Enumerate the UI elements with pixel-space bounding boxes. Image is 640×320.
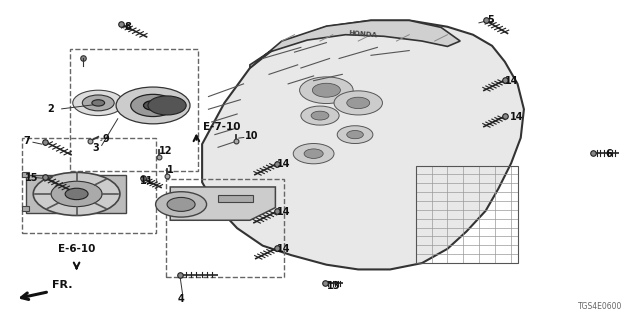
Bar — [166, 179, 284, 277]
Polygon shape — [202, 20, 524, 269]
Text: 13: 13 — [327, 281, 340, 291]
Circle shape — [167, 197, 195, 212]
Text: 15: 15 — [25, 173, 39, 183]
Text: 14: 14 — [276, 207, 290, 217]
Circle shape — [131, 94, 175, 116]
Text: 14: 14 — [276, 159, 290, 169]
Text: 10: 10 — [245, 131, 259, 141]
Bar — [70, 49, 198, 171]
Circle shape — [83, 95, 114, 111]
Circle shape — [148, 96, 186, 115]
Circle shape — [334, 91, 383, 115]
Circle shape — [143, 101, 163, 110]
Bar — [22, 172, 29, 178]
Circle shape — [311, 111, 329, 120]
Text: 9: 9 — [102, 134, 109, 144]
Text: 14: 14 — [505, 76, 518, 86]
Circle shape — [300, 77, 353, 104]
Text: E-7-10: E-7-10 — [203, 122, 240, 132]
Bar — [22, 206, 29, 212]
Circle shape — [293, 143, 334, 164]
Bar — [415, 166, 518, 263]
Text: 7: 7 — [24, 136, 30, 146]
Circle shape — [92, 100, 104, 106]
Circle shape — [73, 90, 124, 116]
Bar — [22, 138, 156, 233]
Bar — [26, 175, 126, 213]
Text: 2: 2 — [47, 104, 54, 114]
Circle shape — [312, 83, 340, 97]
Text: 14: 14 — [510, 112, 524, 122]
Polygon shape — [250, 20, 460, 68]
Text: 1: 1 — [167, 165, 174, 175]
Circle shape — [65, 188, 88, 200]
Text: 6: 6 — [605, 149, 612, 159]
Text: TGS4E0600: TGS4E0600 — [579, 302, 623, 311]
Circle shape — [337, 126, 373, 143]
Circle shape — [301, 106, 339, 125]
Circle shape — [347, 131, 364, 139]
Text: 8: 8 — [124, 22, 131, 32]
Circle shape — [156, 192, 207, 217]
Text: 11: 11 — [140, 176, 154, 186]
Text: E-6-10: E-6-10 — [58, 244, 95, 254]
Text: 12: 12 — [159, 146, 173, 156]
Polygon shape — [170, 187, 275, 220]
Text: 3: 3 — [92, 143, 99, 153]
Text: 4: 4 — [178, 294, 184, 304]
Circle shape — [304, 149, 323, 158]
Text: FR.: FR. — [52, 280, 73, 290]
Text: 14: 14 — [276, 244, 290, 254]
Text: HONDA: HONDA — [349, 30, 378, 39]
Text: 5: 5 — [488, 15, 494, 25]
Circle shape — [51, 181, 102, 207]
Circle shape — [347, 97, 370, 108]
Circle shape — [116, 87, 190, 124]
Bar — [218, 195, 253, 202]
Circle shape — [33, 172, 120, 215]
